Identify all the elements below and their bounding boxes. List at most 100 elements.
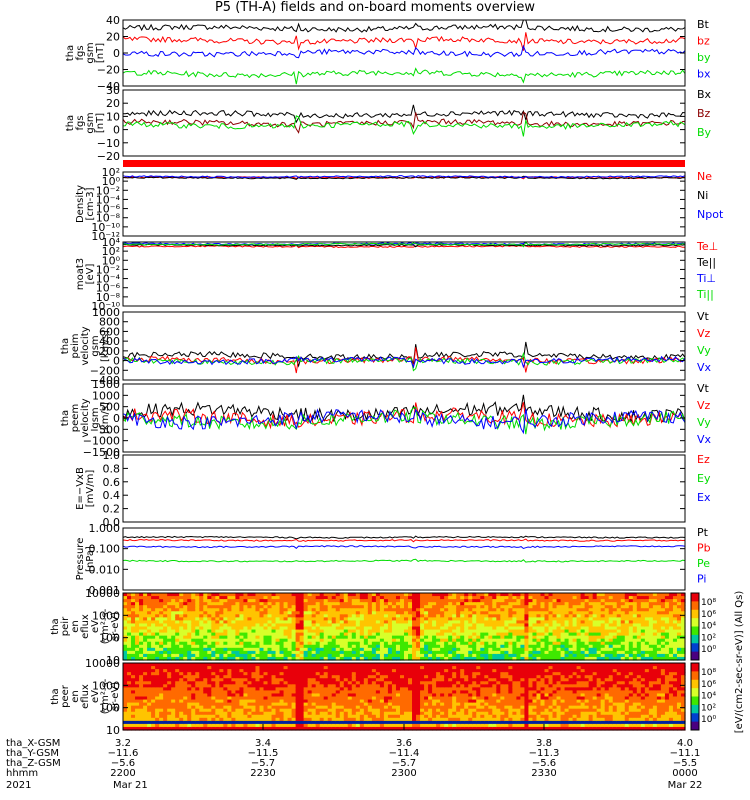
spectrogram-cell [544, 644, 550, 649]
spectrogram-cell [424, 656, 429, 661]
spectrogram-cell [155, 726, 160, 731]
spectrogram-cell [379, 723, 385, 728]
spectrogram-cell [287, 663, 293, 667]
spectrogram-cell [584, 638, 590, 643]
spectrogram-cell [243, 596, 249, 600]
panel-frame [122, 241, 686, 307]
spectrogram-cell [259, 638, 265, 643]
spectrogram-cell [299, 678, 305, 682]
spectrogram-cell [552, 653, 558, 658]
spectrogram-cell [211, 711, 216, 716]
spectrogram-cell [259, 693, 265, 698]
spectrogram-cell [416, 672, 421, 676]
spectrogram-cell [191, 696, 196, 701]
spectrogram-cell [303, 608, 309, 612]
spectrogram-cell [171, 593, 176, 597]
spectrogram-cell [424, 599, 429, 603]
spectrogram-cell [552, 611, 558, 615]
spectrogram-cell [199, 617, 204, 622]
spectrogram-cell [628, 656, 634, 661]
spectrogram-cell [391, 638, 397, 643]
spectrogram-cell [616, 602, 622, 606]
spectrogram-cell [524, 593, 530, 597]
spectrogram-cell [335, 666, 341, 670]
spectrogram-cell [311, 626, 317, 631]
spectrogram-cell [171, 644, 176, 649]
spectrogram-cell [387, 708, 393, 713]
spectrogram-cell [672, 653, 678, 658]
spectrogram-cell [267, 681, 273, 685]
spectrogram-cell [259, 647, 265, 652]
spectrogram-cell [163, 687, 168, 692]
spectrogram-cell [371, 656, 377, 661]
spectrogram-cell [267, 602, 273, 606]
spectrogram-cell [143, 705, 148, 710]
spectrogram-cell [652, 593, 658, 597]
spectrogram-cell [159, 593, 164, 597]
spectrogram-cell [640, 617, 646, 622]
spectrogram-cell [680, 629, 686, 634]
spectrogram-cell [283, 666, 289, 670]
spectrogram-cell [227, 617, 232, 622]
spectrogram-cell [508, 620, 513, 625]
spectrogram-cell [656, 593, 662, 597]
spectrogram-cell [283, 596, 289, 600]
spectrogram-cell [351, 708, 357, 713]
spectrogram-cell [163, 635, 168, 640]
spectrogram-cell [500, 626, 505, 631]
spectrogram-cell [235, 705, 241, 710]
spectrogram-cell [355, 693, 361, 698]
spectrogram-cell [416, 687, 421, 692]
spectrogram-cell [604, 656, 610, 661]
spectrogram-cell [480, 650, 485, 655]
spectrogram-cell [271, 611, 277, 615]
spectrogram-cell [187, 638, 192, 643]
spectrogram-cell [436, 638, 441, 643]
spectrogram-cell [608, 647, 614, 652]
spectrogram-cell [408, 644, 413, 649]
spectrogram-cell [379, 614, 385, 618]
spectrogram-cell [271, 723, 277, 728]
spectrogram-cell [612, 614, 618, 618]
spectrogram-cell [235, 690, 241, 695]
spectrogram-cell [355, 620, 361, 625]
spectrogram-cell [452, 626, 457, 631]
spectrogram-cell [295, 632, 301, 637]
spectrogram-cell [608, 635, 614, 640]
spectrogram-cell [315, 717, 321, 722]
spectrogram-cell [323, 708, 329, 713]
spectrogram-cell [568, 638, 574, 643]
spectrogram-cell [420, 672, 425, 676]
spectrogram-cell [247, 623, 253, 628]
spectrogram-cell [416, 650, 421, 655]
spectrogram-cell [167, 696, 172, 701]
spectrogram-cell [440, 611, 445, 615]
spectrogram-cell [355, 647, 361, 652]
spectrogram-cell [363, 614, 369, 618]
spectrogram-cell [496, 638, 501, 643]
spectrogram-cell [399, 635, 405, 640]
spectrogram-cell [275, 629, 281, 634]
spectrogram-cell [207, 705, 212, 710]
spectrogram-cell [600, 629, 606, 634]
spectrogram-cell [367, 620, 373, 625]
spectrogram-cell [496, 602, 501, 606]
spectrogram-cell [159, 681, 164, 685]
spectrogram-cell [127, 663, 132, 667]
spectrogram-cell [307, 632, 313, 637]
spectrogram-cell [195, 629, 200, 634]
spectrogram-cell [680, 653, 686, 658]
spectrogram-cell [628, 632, 634, 637]
spectrogram-cell [143, 663, 148, 667]
spectrogram-cell [628, 638, 634, 643]
spectrogram-cell [275, 711, 281, 716]
spectrogram-cell [311, 690, 317, 695]
spectrogram-cell [560, 653, 566, 658]
spectrogram-cell [335, 656, 341, 661]
spectrogram-cell [155, 672, 160, 676]
spectrogram-cell [235, 605, 241, 609]
spectrogram-cell [347, 726, 353, 731]
spectrogram-cell [612, 605, 618, 609]
spectrogram-cell [275, 611, 281, 615]
spectrogram-cell [436, 650, 441, 655]
